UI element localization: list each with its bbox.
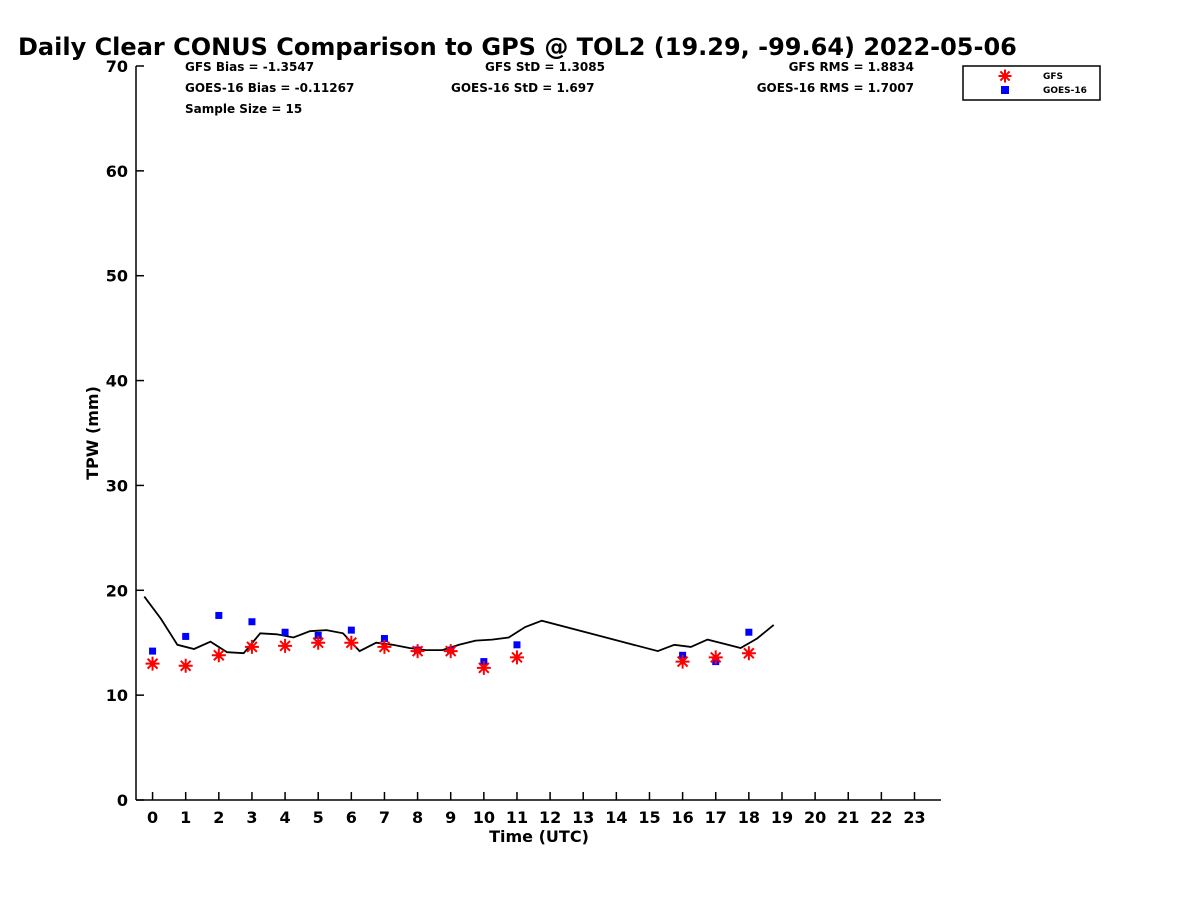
goes-16-point	[215, 611, 223, 619]
gfs-std-text: GFS StD = 1.3085	[485, 60, 605, 74]
gfs-point	[311, 635, 326, 650]
gfs-point	[509, 650, 524, 665]
gfs-point	[708, 650, 723, 665]
gfs-point	[443, 644, 458, 659]
gfs-point	[344, 635, 359, 650]
gfs-point	[178, 658, 193, 673]
goes-bias-text: GOES-16 Bias = -0.11267	[185, 81, 354, 95]
x-tick-label: 1	[180, 808, 191, 827]
goes-16-point	[182, 632, 190, 640]
goes-16-point	[149, 647, 157, 655]
sample-size-text: Sample Size = 15	[185, 102, 302, 116]
goes-rms-text: GOES-16 RMS = 1.7007	[757, 81, 914, 95]
x-tick-label: 10	[473, 808, 495, 827]
gfs-point	[476, 660, 491, 675]
y-tick-label: 10	[106, 686, 128, 705]
gfs-point	[741, 646, 756, 661]
y-tick-label: 40	[106, 372, 128, 391]
x-tick-label: 12	[539, 808, 561, 827]
gfs-point	[211, 648, 226, 663]
gfs-bias-text: GFS Bias = -1.3547	[185, 60, 314, 74]
x-tick-label: 16	[671, 808, 693, 827]
x-tick-label: 15	[638, 808, 660, 827]
goes-16-point	[248, 618, 256, 626]
goes-16-point	[380, 635, 388, 643]
y-tick-label: 30	[106, 476, 128, 495]
y-tick-label: 20	[106, 581, 128, 600]
x-tick-label: 3	[246, 808, 257, 827]
goes-16-point	[513, 641, 521, 649]
x-tick-label: 4	[280, 808, 291, 827]
x-tick-label: 9	[445, 808, 456, 827]
chart-title: Daily Clear CONUS Comparison to GPS @ TO…	[18, 33, 1017, 61]
x-tick-label: 6	[346, 808, 357, 827]
x-tick-label: 11	[506, 808, 528, 827]
x-tick-label: 2	[213, 808, 224, 827]
legend-gfs-label: GFS	[1043, 72, 1063, 82]
x-tick-label: 20	[804, 808, 826, 827]
gfs-point	[278, 638, 293, 653]
y-tick-label: 60	[106, 162, 128, 181]
legend: GFS GOES-16	[962, 65, 1101, 101]
x-tick-label: 23	[903, 808, 925, 827]
gfs-point	[145, 656, 160, 671]
x-tick-label: 14	[605, 808, 627, 827]
gfs-series	[145, 635, 756, 675]
x-tick-label: 21	[837, 808, 859, 827]
x-tick-label: 13	[572, 808, 594, 827]
goes-16-point	[745, 628, 753, 636]
x-axis-label: Time (UTC)	[489, 827, 589, 846]
legend-gfs-asterisk	[998, 69, 1012, 83]
y-tick-label: 0	[117, 791, 128, 810]
y-axis-label: TPW (mm)	[83, 386, 102, 480]
x-tick-label: 7	[379, 808, 390, 827]
goes-std-text: GOES-16 StD = 1.697	[451, 81, 594, 95]
legend-goes-marker	[1001, 86, 1009, 94]
y-tick-label: 50	[106, 267, 128, 286]
x-tick-label: 19	[771, 808, 793, 827]
x-tick-label: 18	[738, 808, 760, 827]
legend-box	[962, 65, 1101, 101]
x-tick-label: 0	[147, 808, 158, 827]
x-tick-label: 5	[313, 808, 324, 827]
gfs-point	[675, 654, 690, 669]
goes-16-point	[281, 628, 289, 636]
gps-line	[143, 596, 775, 655]
goes-16-point	[314, 631, 322, 639]
goes-16-point	[347, 626, 355, 634]
y-tick-label: 70	[106, 57, 128, 76]
x-tick-label: 22	[870, 808, 892, 827]
x-tick-label: 17	[705, 808, 727, 827]
gfs-point	[244, 639, 259, 654]
x-tick-label: 8	[412, 808, 423, 827]
stats-block: GFS Bias = -1.3547 GOES-16 Bias = -0.112…	[185, 60, 914, 116]
gfs-point	[410, 644, 425, 659]
gps-line-series	[143, 596, 775, 655]
gfs-point	[377, 639, 392, 654]
legend-gfs-marker	[998, 69, 1012, 83]
legend-goes-label: GOES-16	[1043, 86, 1087, 96]
gfs-rms-text: GFS RMS = 1.8834	[789, 60, 914, 74]
